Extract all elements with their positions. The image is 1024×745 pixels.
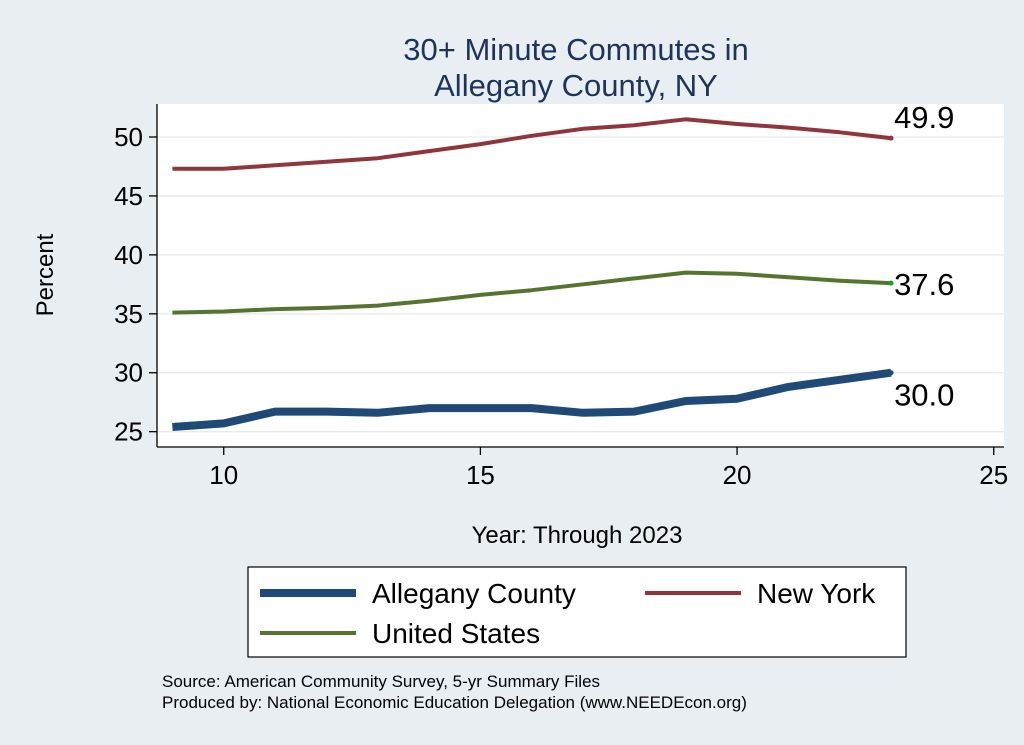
end-point-new-york <box>888 135 894 141</box>
chart-title-line-2: Allegany County, NY <box>434 68 718 103</box>
series-line-united-states <box>172 270 892 315</box>
x-tick-label: 15 <box>466 460 495 490</box>
end-label-allegany-county: 30.0 <box>894 378 954 413</box>
series-line-new-york <box>172 117 892 171</box>
legend-label-allegany-county: Allegany County <box>372 578 576 609</box>
end-point-allegany-county <box>888 370 894 376</box>
legend: Allegany County New York United States <box>247 566 907 658</box>
x-tick-label: 25 <box>979 460 1008 490</box>
source-line-1: Source: American Community Survey, 5-yr … <box>162 672 600 691</box>
series-lines <box>172 117 894 431</box>
y-tick-label: 30 <box>114 358 143 388</box>
end-label-new-york: 49.9 <box>894 100 954 135</box>
y-tick-label: 40 <box>114 240 143 270</box>
series-line-allegany-county <box>172 368 892 431</box>
end-point-united-states <box>888 280 894 286</box>
y-tick-label: 25 <box>114 417 143 447</box>
legend-box <box>247 566 907 658</box>
end-label-united-states: 37.6 <box>894 267 954 302</box>
y-axis-title: Percent <box>32 233 59 316</box>
chart-title-line-1: 30+ Minute Commutes in <box>403 32 748 67</box>
legend-label-united-states: United States <box>372 618 540 649</box>
y-tick-label: 45 <box>114 181 143 211</box>
x-tick-label: 10 <box>209 460 238 490</box>
end-labels: 49.9 37.6 30.0 <box>894 100 954 413</box>
gridlines <box>157 136 1004 433</box>
y-tick-label: 35 <box>114 299 143 329</box>
plot-area <box>157 104 1004 447</box>
y-tick-label: 50 <box>114 122 143 152</box>
x-tick-label: 20 <box>723 460 752 490</box>
axes: 25 30 35 40 45 50 10 15 20 25 <box>114 104 1008 490</box>
x-axis-title: Year: Through 2023 <box>472 522 683 549</box>
legend-label-new-york: New York <box>757 578 876 609</box>
source-line-2: Produced by: National Economic Education… <box>162 693 747 712</box>
